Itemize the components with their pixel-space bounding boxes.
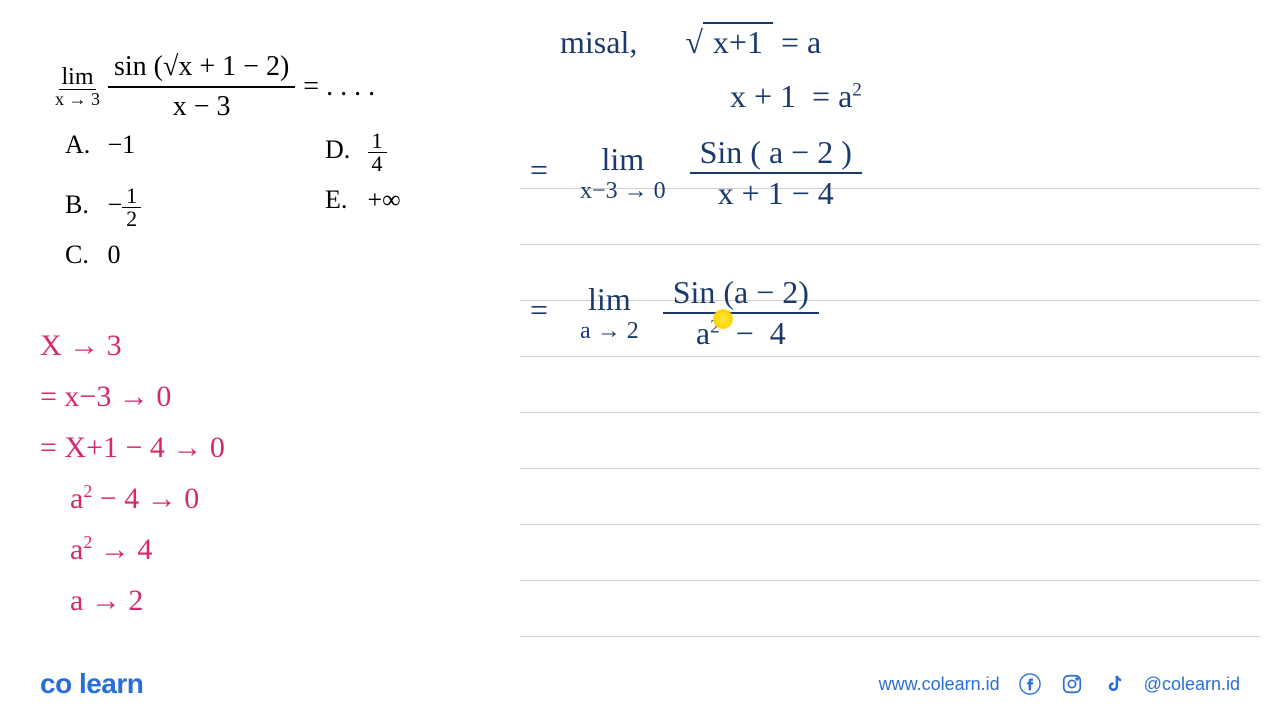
- option-c-label: C.: [65, 240, 101, 270]
- lim-sub: x → 3: [55, 90, 100, 108]
- option-b-value: − 1 2: [108, 190, 142, 219]
- option-e-label: E.: [325, 185, 361, 215]
- pink-line-2: = x−3 → 0: [40, 371, 225, 422]
- option-a-value: −1: [108, 130, 136, 159]
- option-e-value: +∞: [368, 185, 401, 214]
- eq1: =: [530, 152, 548, 188]
- problem-statement: lim x → 3 sin (√x + 1 − 2) x − 3 = . . .…: [55, 50, 375, 123]
- equals-dots: = . . . .: [303, 71, 375, 103]
- brand-logo: co learn: [40, 668, 143, 700]
- instagram-icon: [1060, 672, 1084, 696]
- option-d-label: D.: [325, 135, 361, 165]
- misal-label: misal,: [560, 24, 637, 60]
- eq2: =: [530, 292, 548, 328]
- navy-step-1: = lim x−3 → 0 Sin ( a − 2 ) x + 1 − 4: [530, 135, 862, 211]
- answer-options: A. −1 D. 1 4 B. − 1 2: [65, 130, 401, 280]
- footer-handle: @colearn.id: [1144, 674, 1240, 695]
- pink-line-6: a → 2: [70, 575, 225, 626]
- facebook-icon: [1018, 672, 1042, 696]
- lim-label: lim: [59, 65, 95, 90]
- highlight-dot: [713, 309, 733, 329]
- pink-line-1: X → 3: [40, 320, 225, 371]
- misal-line-2: x + 1 = a2: [730, 69, 862, 123]
- tiktok-icon: [1102, 672, 1126, 696]
- option-c-value: 0: [108, 240, 121, 269]
- pink-line-3: = X+1 − 4 → 0: [40, 422, 225, 473]
- footer-url: www.colearn.id: [879, 674, 1000, 695]
- footer: co learn www.colearn.id @colearn.id: [0, 668, 1280, 700]
- navy-step-2: = lim a → 2 Sin (a − 2) a2 − 4: [530, 275, 819, 351]
- option-a-label: A.: [65, 130, 101, 160]
- navy-misal: misal, x+1 = a x + 1 = a2: [560, 15, 862, 124]
- pink-line-5: a2 → 4: [70, 524, 225, 575]
- option-d-value: 1 4: [368, 130, 387, 175]
- problem-fraction: sin (√x + 1 − 2) x − 3: [108, 50, 295, 123]
- pink-line-4: a2 − 4 → 0: [70, 473, 225, 524]
- option-b-label: B.: [65, 190, 101, 220]
- pink-working: X → 3 = x−3 → 0 = X+1 − 4 → 0 a2 − 4 → 0…: [40, 320, 225, 626]
